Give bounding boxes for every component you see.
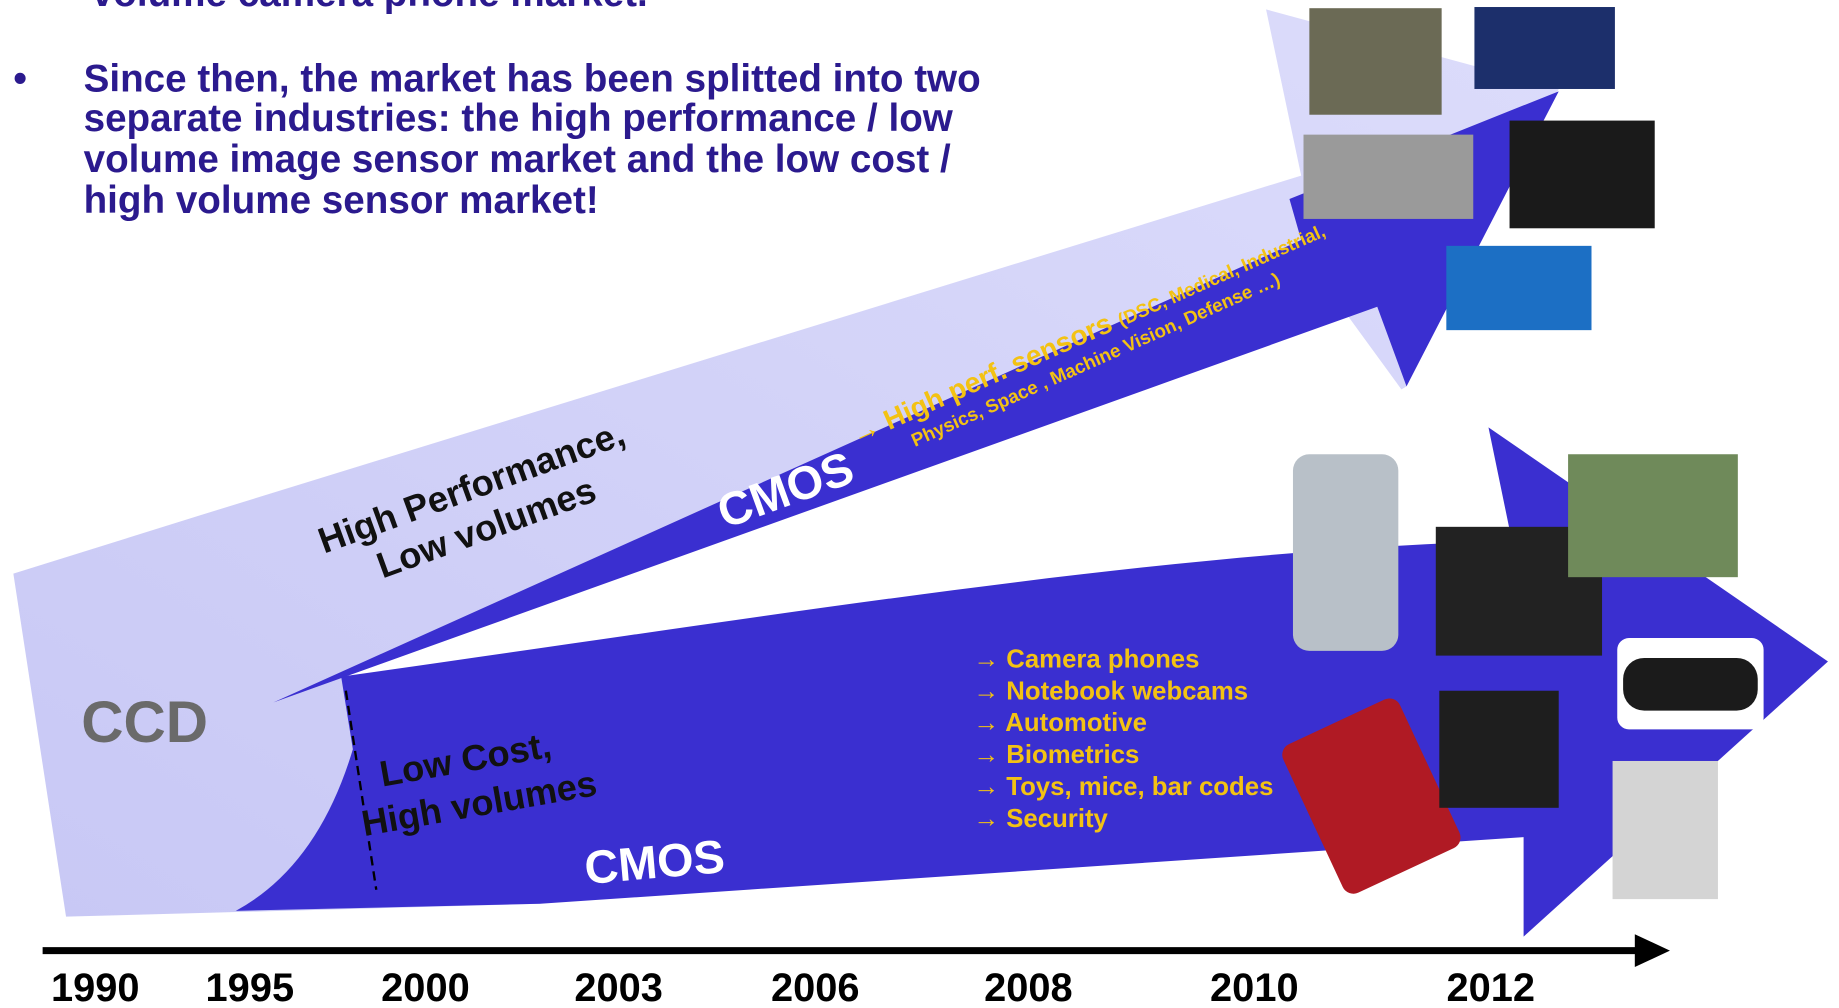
photo-dome-camera [1613, 761, 1718, 899]
photo-xray [1446, 246, 1591, 330]
year-label: 2000 [381, 966, 470, 1008]
year-label: 2010 [1210, 966, 1299, 1008]
slide: volume camera phone market. • Since then… [0, 0, 1839, 1008]
photo-camera-module [1474, 7, 1614, 89]
photo-dslr [1510, 121, 1655, 229]
photo-security-camera [1304, 135, 1474, 219]
ccd-label: CCD [81, 690, 208, 755]
year-label: 1995 [206, 966, 295, 1008]
photo-soldier [1309, 8, 1441, 115]
year-label: 2006 [771, 966, 860, 1008]
bullet-text: Since then, the market has been splitted… [84, 57, 981, 100]
application-item: → Camera phones [973, 645, 1199, 673]
photo-webcam [1439, 691, 1558, 808]
bullet-text: volume image sensor market and the low c… [84, 138, 951, 181]
year-label: 2012 [1447, 966, 1536, 1008]
bullet-text: separate industries: the high performanc… [84, 97, 954, 140]
application-item: → Biometrics [973, 741, 1139, 769]
application-item: → Automotive [973, 709, 1147, 737]
year-label: 1990 [51, 966, 140, 1008]
photo-pill-camera [1568, 454, 1738, 577]
photo-phone [1293, 454, 1398, 651]
application-item: → Notebook webcams [973, 677, 1248, 705]
bullet-text: volume camera phone market. [92, 0, 648, 15]
photo-car-body [1623, 658, 1758, 711]
application-item: → Security [973, 805, 1108, 833]
timeline-arrowhead [1635, 934, 1670, 967]
year-label: 2008 [984, 966, 1073, 1008]
page: volume camera phone market. • Since then… [0, 0, 1839, 1008]
application-item: → Toys, mice, bar codes [973, 773, 1273, 801]
bullet-dot: • [13, 57, 27, 100]
bullet-text: high volume sensor market! [84, 179, 599, 222]
year-label: 2003 [574, 966, 663, 1008]
timeline-labels: 1990 1995 2000 2003 2006 2008 2010 2012 [51, 966, 1535, 1008]
